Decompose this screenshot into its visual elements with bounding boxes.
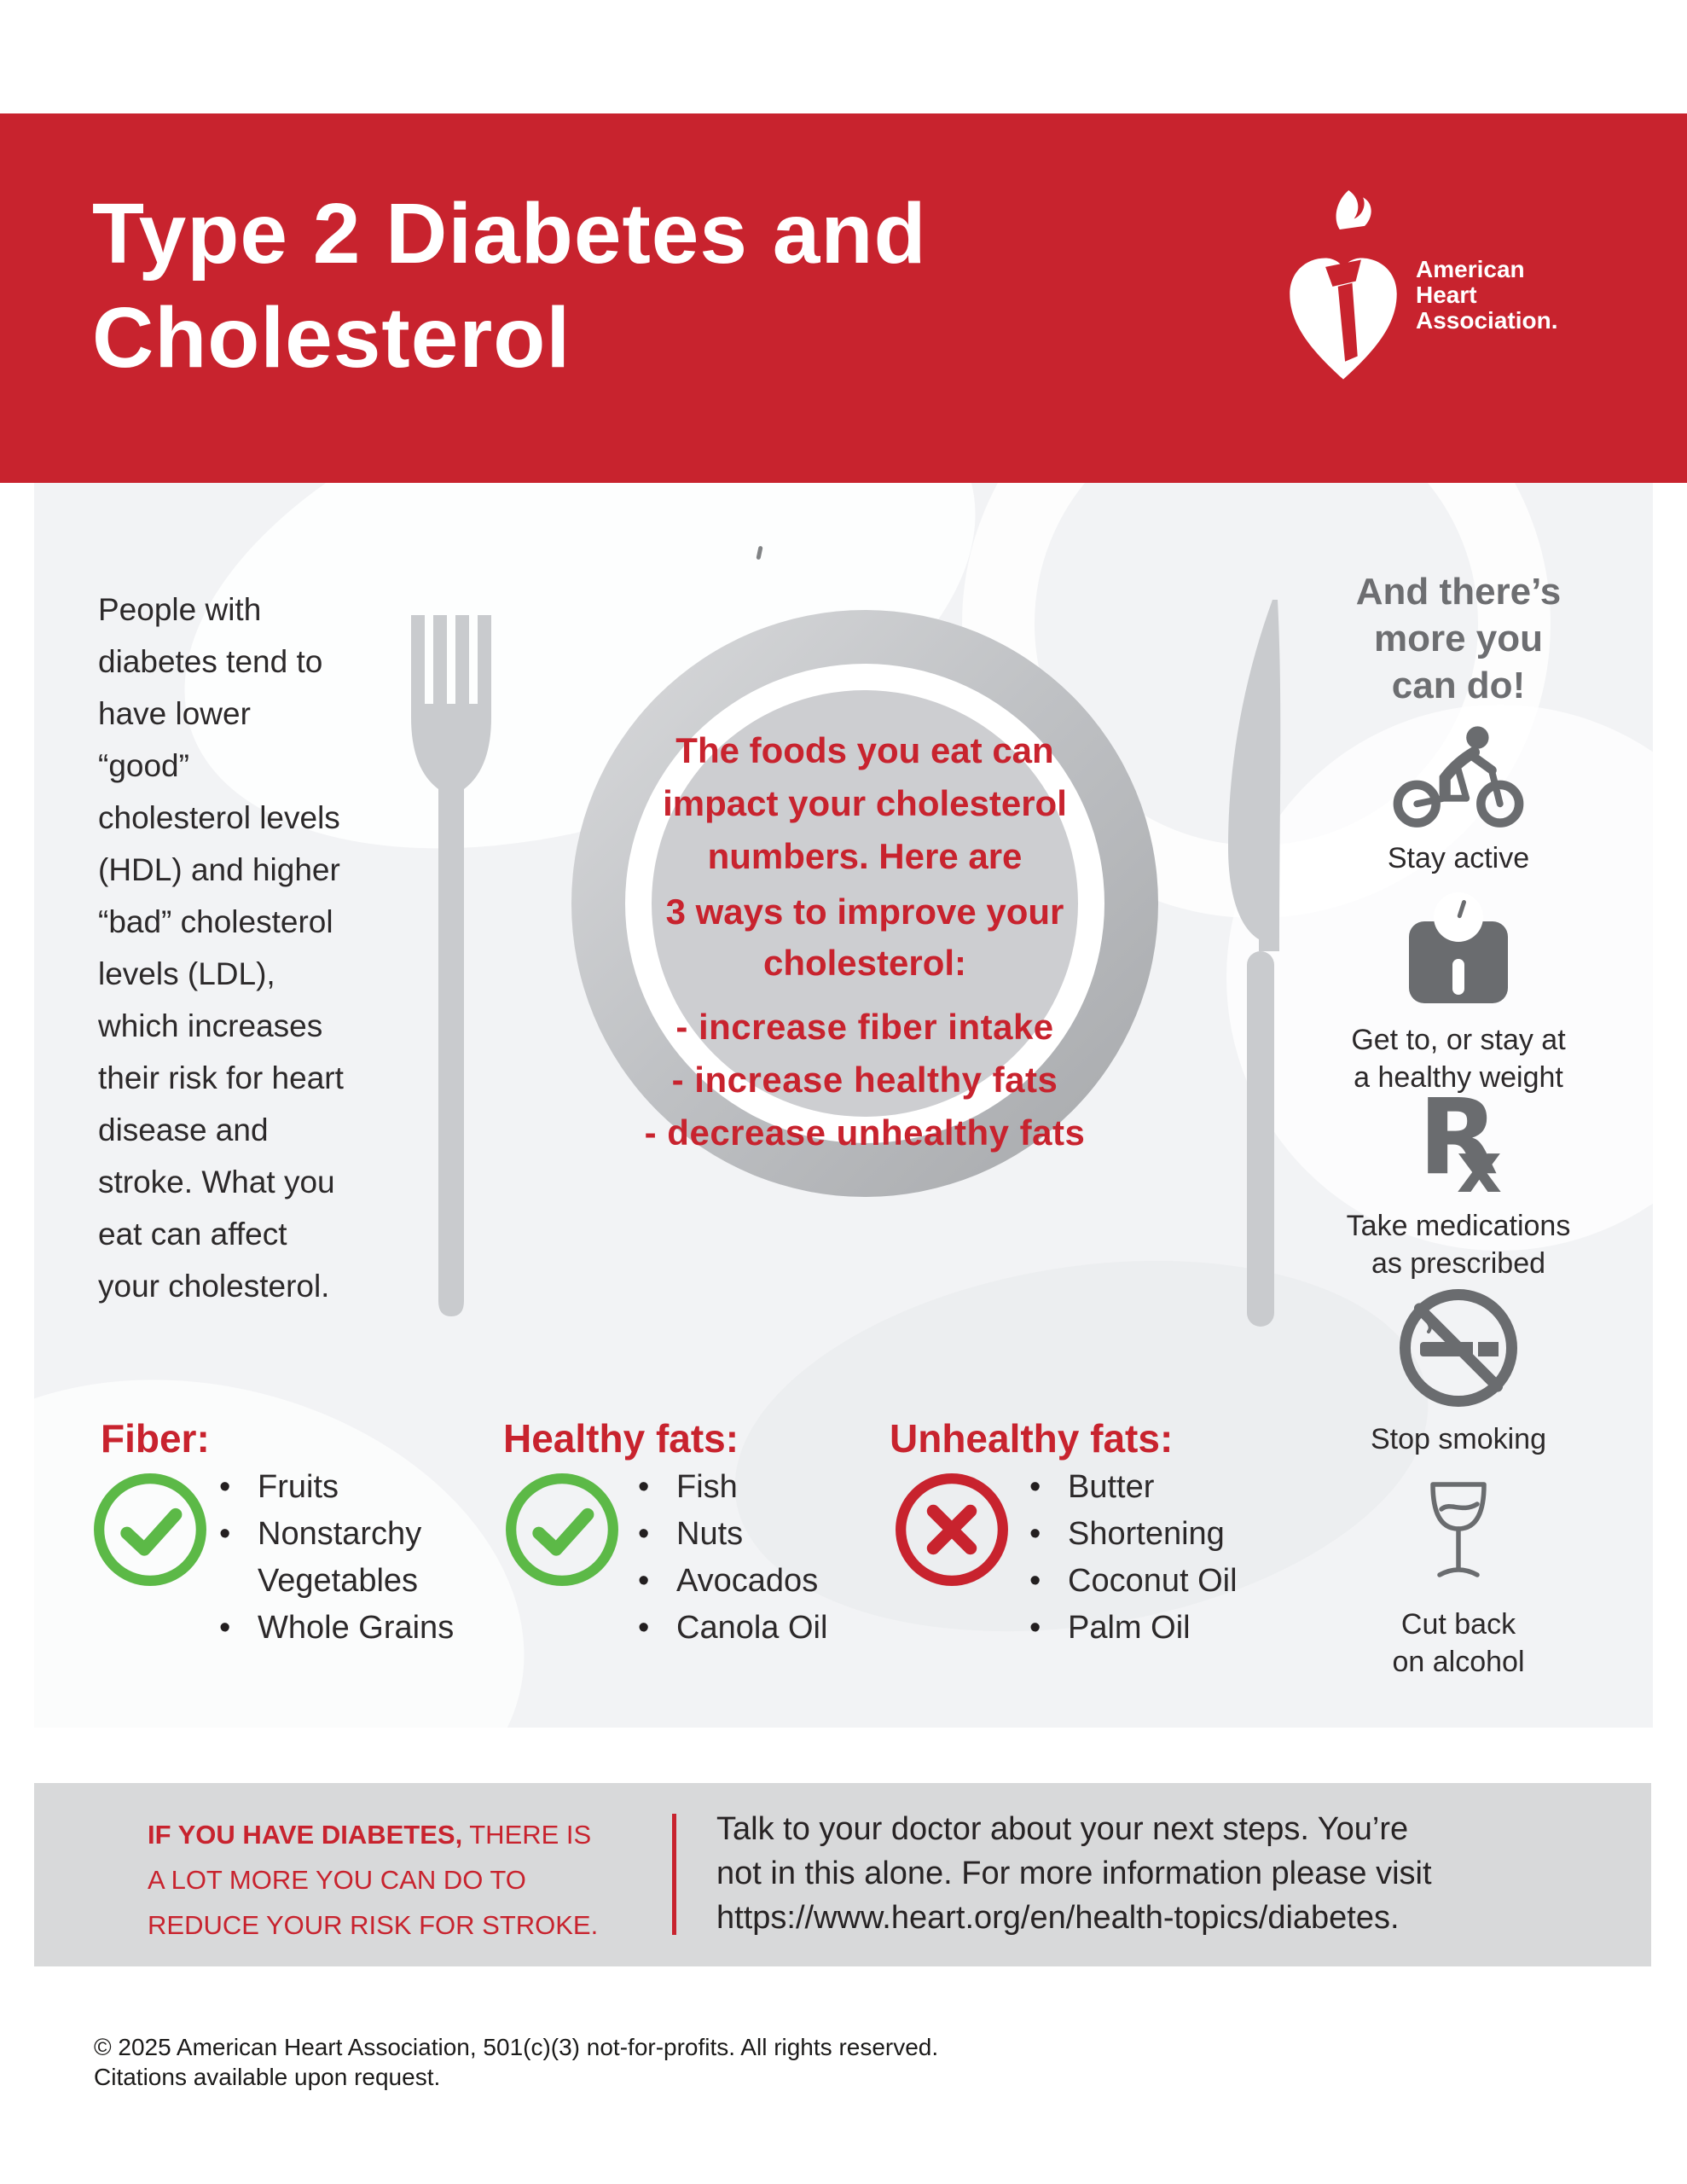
list-item: Whole Grains [219, 1605, 513, 1652]
list-item: Nuts [638, 1511, 932, 1558]
more-item-label: Stop smoking [1371, 1423, 1546, 1455]
list-item: Fruits [219, 1464, 513, 1511]
banner-left-bold: IF YOU HAVE DIABETES, [148, 1820, 463, 1850]
aha-logo-text: American Heart Association. [1416, 256, 1558, 334]
page-title: Type 2 Diabetes and Cholesterol [92, 186, 927, 386]
banner-left-text: IF YOU HAVE DIABETES, THERE IS A LOT MOR… [148, 1812, 659, 1948]
list-item: Shortening [1029, 1511, 1324, 1558]
plate-graphic: The foods you eat can impact your choles… [571, 610, 1158, 1197]
list-item: Coconut Oil [1029, 1558, 1324, 1605]
fork-icon [411, 615, 491, 1316]
rx-letter-x: x [1457, 1128, 1502, 1209]
intro-paragraph: People with diabetes tend to have lower … [98, 592, 344, 1304]
no-smoking-icon [1278, 1289, 1639, 1407]
banner-divider [672, 1814, 676, 1935]
plate-message: The foods you eat can impact your choles… [571, 610, 1158, 1197]
healthy-fats-heading: Healthy fats: [503, 1416, 739, 1461]
footer-citations: Citations available upon request. [94, 2064, 441, 2090]
plate-center [652, 690, 1078, 1117]
unhealthy-fats-list: Butter Shortening Coconut Oil Palm Oil [1029, 1464, 1324, 1652]
list-item: Fish [638, 1464, 932, 1511]
check-circle-icon [504, 1472, 620, 1588]
check-circle-icon [92, 1472, 208, 1588]
content-area: People with diabetes tend to have lower … [34, 483, 1653, 1728]
knife-icon [1228, 600, 1281, 1327]
list-item: Butter [1029, 1464, 1324, 1511]
list-item: Avocados [638, 1558, 932, 1605]
more-item-label: Take medications as prescribed [1346, 1210, 1571, 1280]
fiber-list: Fruits Nonstarchy Vegetables Whole Grain… [219, 1464, 513, 1652]
header-banner: Type 2 Diabetes and Cholesterol American… [0, 113, 1687, 483]
unhealthy-fats-heading: Unhealthy fats: [890, 1416, 1174, 1461]
footer-copyright: © 2025 American Heart Association, 501(c… [94, 2034, 939, 2060]
healthy-fats-list: Fish Nuts Avocados Canola Oil [638, 1464, 932, 1652]
banner-left-rest: THERE IS A LOT MORE YOU CAN DO TO REDUCE… [148, 1820, 599, 1940]
plate-message-ways: 3 ways to improve your cholesterol: [665, 892, 1064, 983]
x-circle-icon [894, 1472, 1010, 1588]
rx-letter-r: R [1418, 1077, 1499, 1198]
list-item: Palm Oil [1029, 1605, 1324, 1652]
wine-glass-icon [1278, 1479, 1639, 1599]
fiber-heading: Fiber: [101, 1416, 210, 1461]
more-item-label: Stay active [1387, 842, 1530, 874]
plate-message-bullets: - increase fiber intake - increase healt… [644, 1007, 1086, 1153]
list-item: Nonstarchy Vegetables [219, 1511, 513, 1605]
aha-logo: American Heart Association. [1279, 190, 1655, 429]
more-item-label: Cut back on alcohol [1392, 1608, 1525, 1678]
cyclist-icon [1278, 720, 1639, 833]
more-heading: And there’s more you can do! [1355, 571, 1562, 706]
bottom-banner: IF YOU HAVE DIABETES, THERE IS A LOT MOR… [34, 1783, 1651, 1966]
plate-message-intro: The foods you eat can impact your choles… [663, 730, 1067, 876]
banner-right-text: Talk to your doctor about your next step… [716, 1811, 1432, 1936]
more-item-label: Get to, or stay at a healthy weight [1351, 1024, 1566, 1094]
list-item: Canola Oil [638, 1605, 932, 1652]
scale-icon [1278, 892, 1639, 1003]
